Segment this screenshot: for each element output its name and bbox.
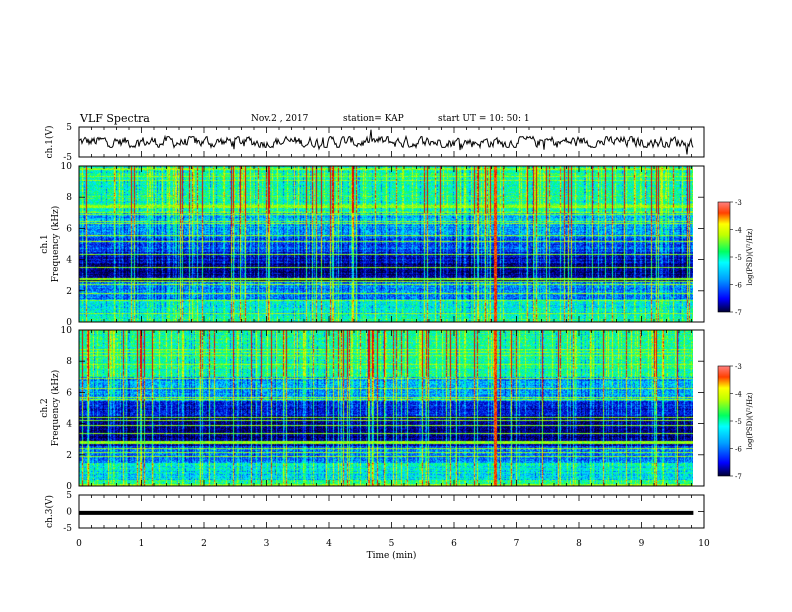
y-tick-label: 4: [66, 420, 72, 430]
y-tick-label: 8: [66, 193, 72, 203]
y-tick-label: 5: [66, 123, 72, 133]
colorbar-1: [717, 201, 731, 313]
y-tick-label: 2: [66, 287, 72, 297]
x-tick-label: 7: [514, 539, 520, 549]
y-tick-label: 10: [61, 326, 73, 336]
colorbar-label: log(PSD)(V²/Hz): [746, 228, 754, 285]
x-tick-label: 3: [264, 539, 270, 549]
ch1-waveform-line: [78, 129, 694, 155]
x-tick-label: 6: [451, 539, 457, 549]
y-axis-label: Frequency (kHz): [50, 206, 61, 283]
x-tick-label: 1: [139, 539, 145, 549]
colorbar-tick-label: -5: [735, 254, 742, 262]
x-tick-label: 5: [389, 539, 395, 549]
x-tick-label: 2: [201, 539, 207, 549]
x-tick-label: 10: [698, 539, 710, 549]
colorbar-tick-label: -3: [735, 199, 742, 207]
y-tick-label: 6: [66, 224, 72, 234]
x-axis-label: Time (min): [367, 550, 417, 561]
y-tick-label: -5: [63, 153, 72, 163]
colorbar-tick-label: -7: [735, 309, 742, 317]
chart-date: Nov.2 , 2017: [251, 114, 309, 124]
y-tick-label: 8: [66, 357, 72, 367]
spectrogram-image-1: [79, 166, 693, 322]
colorbar-tick-label: -3: [735, 363, 742, 371]
y-tick-label: 6: [66, 388, 72, 398]
x-tick-label: 9: [639, 539, 645, 549]
y-axis-label: ch.1(V): [44, 126, 55, 159]
y-axis-label: Frequency (kHz): [50, 370, 61, 447]
y-tick-label: 0: [66, 318, 72, 328]
y-tick-label: 10: [61, 162, 73, 172]
chart-title: VLF Spectra: [80, 112, 150, 125]
colorbar-tick-label: -7: [735, 473, 742, 481]
y-tick-label: 2: [66, 451, 72, 461]
y-axis-label: ch.2: [40, 398, 50, 417]
chart-start-time: start UT = 10: 50: 1: [438, 114, 530, 124]
colorbar-tick-label: -4: [735, 391, 742, 399]
colorbar-label: log(PSD)(V²/Hz): [746, 392, 754, 449]
spectrogram-image-2: [79, 330, 693, 486]
y-tick-label: 4: [66, 256, 72, 266]
y-tick-label: 0: [66, 482, 72, 492]
y-tick-label: -5: [63, 524, 72, 534]
colorbar-2: [717, 365, 731, 477]
x-tick-label: 0: [76, 539, 82, 549]
y-tick-label: 0: [66, 508, 72, 518]
y-axis-label: ch.1: [40, 234, 50, 253]
x-tick-label: 8: [576, 539, 582, 549]
colorbar-tick-label: -6: [735, 446, 742, 454]
colorbar-tick-label: -5: [735, 418, 742, 426]
colorbar-tick-label: -6: [735, 282, 742, 290]
y-tick-label: 5: [66, 491, 72, 501]
colorbar-tick-label: -4: [735, 227, 742, 235]
y-axis-label: ch.3(V): [44, 495, 55, 528]
chart-station: station= KAP: [343, 114, 404, 124]
x-tick-label: 4: [326, 539, 332, 549]
